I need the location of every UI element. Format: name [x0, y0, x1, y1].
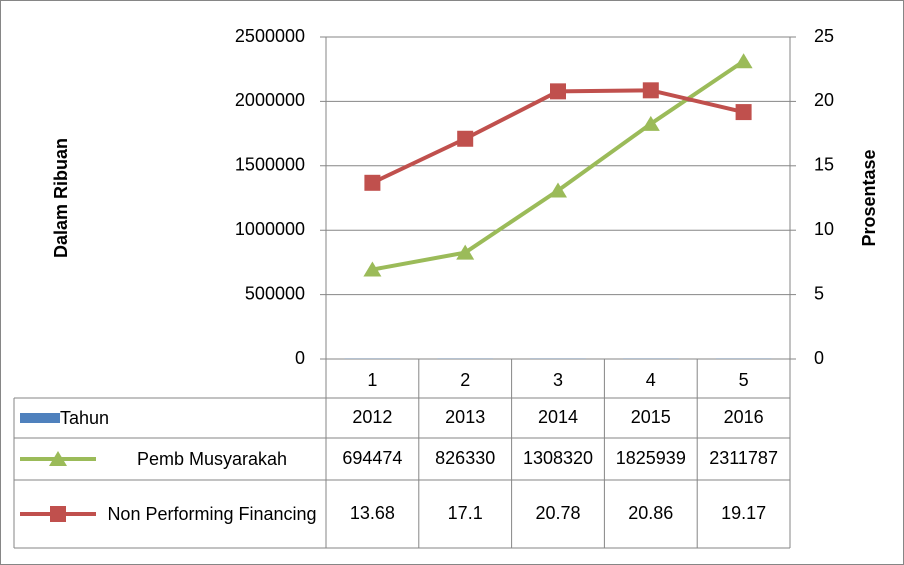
- y-tick-label: 1000000: [235, 219, 305, 239]
- table-value: 1308320: [523, 448, 593, 468]
- legend-key: [20, 413, 60, 423]
- point: [363, 261, 382, 277]
- x-tick-label: 2: [460, 370, 470, 390]
- legend-label: Tahun: [60, 408, 110, 428]
- point: [642, 82, 659, 99]
- y-tick-label: 500000: [245, 283, 305, 303]
- table-value: 20.86: [628, 503, 673, 523]
- y2-tick-label: 20: [814, 90, 834, 110]
- y2-tick-label: 15: [814, 155, 834, 175]
- point: [456, 244, 475, 260]
- legend-cell: Pemb Musyarakah: [136, 449, 288, 469]
- table-value: 20.78: [535, 503, 580, 523]
- table-value: 13.68: [350, 503, 395, 523]
- table-value: 2014: [538, 407, 578, 427]
- point: [549, 182, 567, 198]
- table-value: 17.1: [448, 503, 483, 523]
- y-tick-label: 0: [295, 348, 305, 368]
- table-value: 19.17: [721, 503, 766, 523]
- legend-label: Non Performing Financing: [107, 504, 317, 524]
- table-value: 2015: [631, 407, 671, 427]
- point: [734, 53, 753, 69]
- legend-cell: Non Performing Financing: [107, 504, 317, 524]
- table-value: 694474: [342, 448, 402, 468]
- table-value: 2012: [352, 407, 392, 427]
- y2-axis-title: Prosentase: [859, 149, 879, 246]
- legend-label: Pemb Musyarakah: [136, 449, 288, 469]
- point: [641, 115, 660, 131]
- point: [364, 174, 381, 191]
- table-value: 1825939: [616, 448, 686, 468]
- y-tick-label: 2500000: [235, 26, 305, 46]
- table-value: 2311787: [709, 448, 778, 468]
- y-tick-label: 2000000: [235, 90, 305, 110]
- point: [735, 104, 752, 121]
- point: [457, 130, 474, 147]
- y-tick-label: 1500000: [235, 155, 305, 175]
- legend-cell: Tahun: [60, 408, 110, 428]
- x-tick-label: 3: [553, 370, 563, 390]
- point: [550, 83, 566, 100]
- x-tick-label: 1: [367, 370, 377, 390]
- point: [50, 506, 66, 522]
- y-axis-title: Dalam Ribuan: [51, 138, 71, 258]
- table-value: 826330: [435, 448, 495, 468]
- y2-tick-label: 5: [814, 283, 824, 303]
- y2-tick-label: 10: [814, 219, 834, 239]
- y2-tick-label: 25: [814, 26, 834, 46]
- table-value: 2013: [445, 407, 485, 427]
- y2-tick-label: 0: [814, 348, 824, 368]
- table-value: 2016: [724, 407, 764, 427]
- x-tick-label: 4: [646, 370, 656, 390]
- x-tick-label: 5: [739, 370, 749, 390]
- point: [49, 451, 67, 466]
